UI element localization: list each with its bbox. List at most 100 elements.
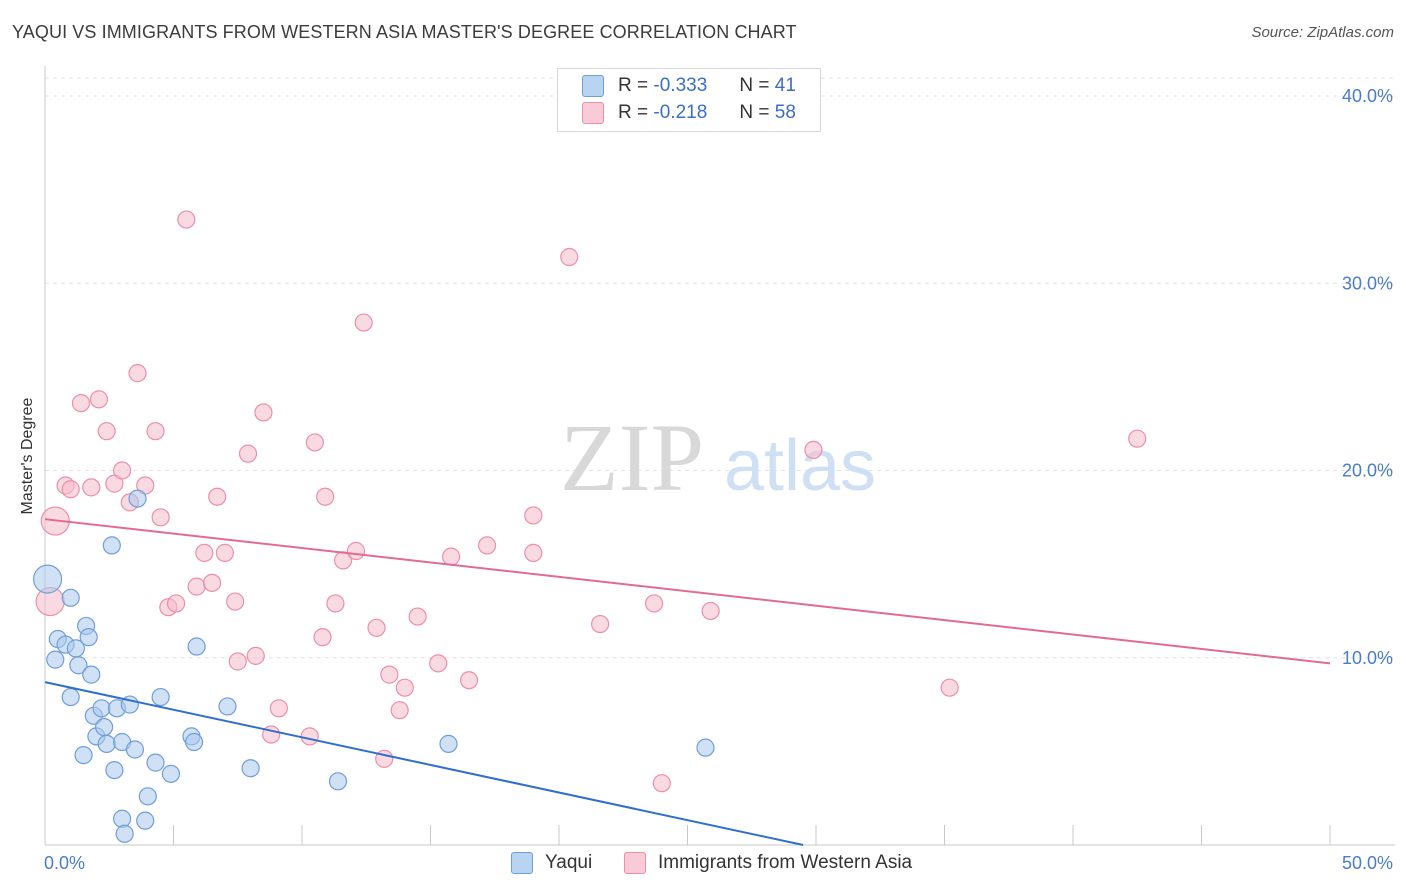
immigrants-point (652, 774, 671, 793)
yaqui-point (128, 489, 147, 508)
x-tick-label-max: 50.0% (1342, 853, 1393, 873)
yaqui-point (184, 732, 204, 752)
yaqui-point (138, 787, 157, 806)
y-tick-label: 20.0% (1342, 461, 1393, 481)
legend-row-immigrants: R = -0.218 N = 58 (582, 101, 796, 125)
yaqui-point (46, 650, 65, 669)
yaqui-point (241, 759, 260, 778)
immigrants-point (441, 547, 461, 566)
legend-swatch-yaqui (511, 852, 533, 874)
yaqui-point (82, 665, 101, 684)
yaqui-point (112, 809, 132, 828)
legend-r-value: -0.333 (653, 75, 708, 96)
grid-lines (45, 77, 1395, 659)
immigrants-point (459, 671, 479, 690)
watermark: ZIP atlas (560, 404, 876, 511)
immigrants-point (146, 422, 165, 441)
immigrants-point (804, 440, 823, 460)
immigrants-point (591, 614, 610, 634)
immigrants-point (177, 210, 196, 229)
legend-r-label: R = (618, 102, 649, 123)
legend-n-value: 41 (774, 75, 796, 96)
legend-r-label: R = (618, 75, 649, 96)
legend-swatch-yaqui (582, 75, 604, 97)
legend-item-yaqui[interactable]: Yaqui (511, 852, 592, 874)
immigrants-point (151, 508, 170, 527)
immigrants-point (112, 461, 132, 480)
x-tick-label-min: 0.0% (44, 853, 85, 873)
immigrants-point (71, 393, 91, 413)
legend-n-value: 58 (774, 102, 796, 123)
immigrants-trend-line (44, 518, 1331, 665)
watermark-zip: ZIP (560, 404, 704, 511)
immigrants-point (701, 601, 720, 621)
immigrants-point (313, 628, 332, 647)
yaqui-point (69, 656, 88, 675)
legend-label-yaqui: Yaqui (545, 852, 593, 873)
yaqui-point (92, 699, 111, 718)
immigrants-point (380, 665, 399, 684)
immigrants-point (97, 422, 116, 441)
immigrants-point (187, 577, 206, 596)
immigrants-point (300, 727, 319, 746)
axes (44, 66, 1395, 846)
yaqui-point (187, 637, 206, 656)
yaqui-point (439, 734, 458, 753)
yaqui-point (125, 740, 145, 759)
immigrants-point (408, 607, 427, 626)
immigrants-point (305, 433, 324, 452)
immigrants-point (429, 654, 448, 673)
immigrants-point (477, 536, 497, 555)
yaqui-point (61, 588, 80, 607)
yaqui-point (66, 639, 85, 658)
legend-swatch-immigrants (582, 102, 604, 124)
legend-n-label: N = (739, 102, 770, 123)
trend-lines (44, 518, 1331, 846)
yaqui-point (61, 687, 80, 707)
yaqui-point (32, 564, 63, 594)
immigrants-point (395, 678, 414, 697)
yaqui-point (136, 811, 155, 830)
immigrants-point (354, 313, 373, 332)
yaqui-point (161, 764, 181, 783)
yaqui-point (105, 760, 124, 780)
immigrants-point (246, 646, 265, 665)
yaqui-trend-line (44, 681, 804, 846)
chart-title: YAQUI VS IMMIGRANTS FROM WESTERN ASIA MA… (12, 22, 797, 42)
immigrants-point (195, 543, 214, 562)
yaqui-point (95, 717, 114, 737)
source-label: Source: ZipAtlas.com (1251, 24, 1394, 41)
correlation-legend: R = -0.333 N = 41 R = -0.218 N = 58 (557, 68, 821, 132)
immigrants-point (644, 594, 664, 613)
yaqui-point (97, 734, 116, 753)
immigrants-point (326, 594, 345, 613)
legend-swatch-immigrants (624, 852, 646, 874)
legend-r-value: -0.218 (653, 102, 708, 123)
immigrants-point (254, 403, 273, 422)
immigrants-point (269, 699, 288, 718)
immigrants-point (166, 594, 186, 613)
tick-labels: 10.0% 20.0% 30.0% 40.0% 0.0% 50.0% (44, 86, 1393, 873)
immigrants-point (82, 478, 101, 497)
y-tick-label: 10.0% (1342, 648, 1393, 668)
legend-item-immigrants[interactable]: Immigrants from Western Asia (624, 852, 912, 874)
immigrants-point (367, 618, 386, 637)
yaqui-point (328, 772, 348, 791)
yaqui-point (79, 628, 98, 647)
yaqui-point (696, 738, 715, 757)
yaqui-point (151, 687, 170, 707)
yaqui-point (218, 697, 237, 716)
watermark-atlas: atlas (724, 426, 876, 506)
immigrants-point (228, 652, 247, 671)
immigrants-point (560, 247, 579, 267)
yaqui-point (74, 746, 93, 765)
immigrants-point (89, 390, 109, 409)
immigrants-point (346, 541, 366, 561)
immigrants-point (316, 487, 335, 506)
immigrants-point (390, 701, 409, 720)
y-tick-label: 30.0% (1342, 273, 1393, 293)
legend-row-yaqui: R = -0.333 N = 41 (582, 74, 796, 98)
immigrants-point (226, 592, 245, 611)
immigrants-point (208, 487, 227, 506)
